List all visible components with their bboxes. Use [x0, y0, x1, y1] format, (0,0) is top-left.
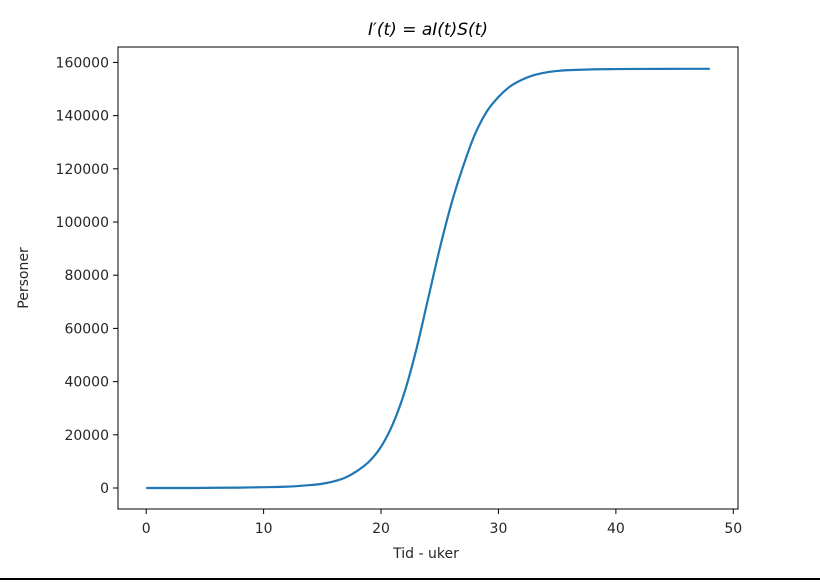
- y-tick-label: 0: [100, 481, 109, 497]
- x-tick-label: 30: [490, 521, 508, 537]
- y-axis-label: Personer: [16, 247, 32, 309]
- plot-area: [118, 47, 738, 509]
- y-tick-label: 20000: [64, 428, 109, 444]
- y-tick-label: 80000: [64, 268, 109, 284]
- x-tick-label: 10: [255, 521, 273, 537]
- y-tick-label: 100000: [56, 215, 109, 231]
- x-tick-label: 0: [142, 521, 151, 537]
- x-axis-label: Tid - uker: [392, 546, 459, 562]
- x-tick-label: 50: [724, 521, 742, 537]
- series-line: [146, 67, 710, 490]
- y-tick-label: 120000: [56, 162, 109, 178]
- bottom-divider: [0, 578, 820, 580]
- x-tick-label: 20: [372, 521, 390, 537]
- y-tick-label: 160000: [56, 55, 109, 71]
- y-tick-label: 60000: [64, 321, 109, 337]
- plot-frame: [117, 46, 739, 510]
- x-tick-label: 40: [607, 521, 625, 537]
- y-tick-label: 40000: [64, 375, 109, 391]
- chart-title: I′(t) = aI(t)S(t): [368, 20, 488, 40]
- y-tick-label: 140000: [56, 109, 109, 125]
- x-axis: 0 10 20 30 40 50: [142, 509, 742, 537]
- y-axis: 0 20000 40000 60000 80000 100000 120000 140000 1…: [56, 55, 118, 497]
